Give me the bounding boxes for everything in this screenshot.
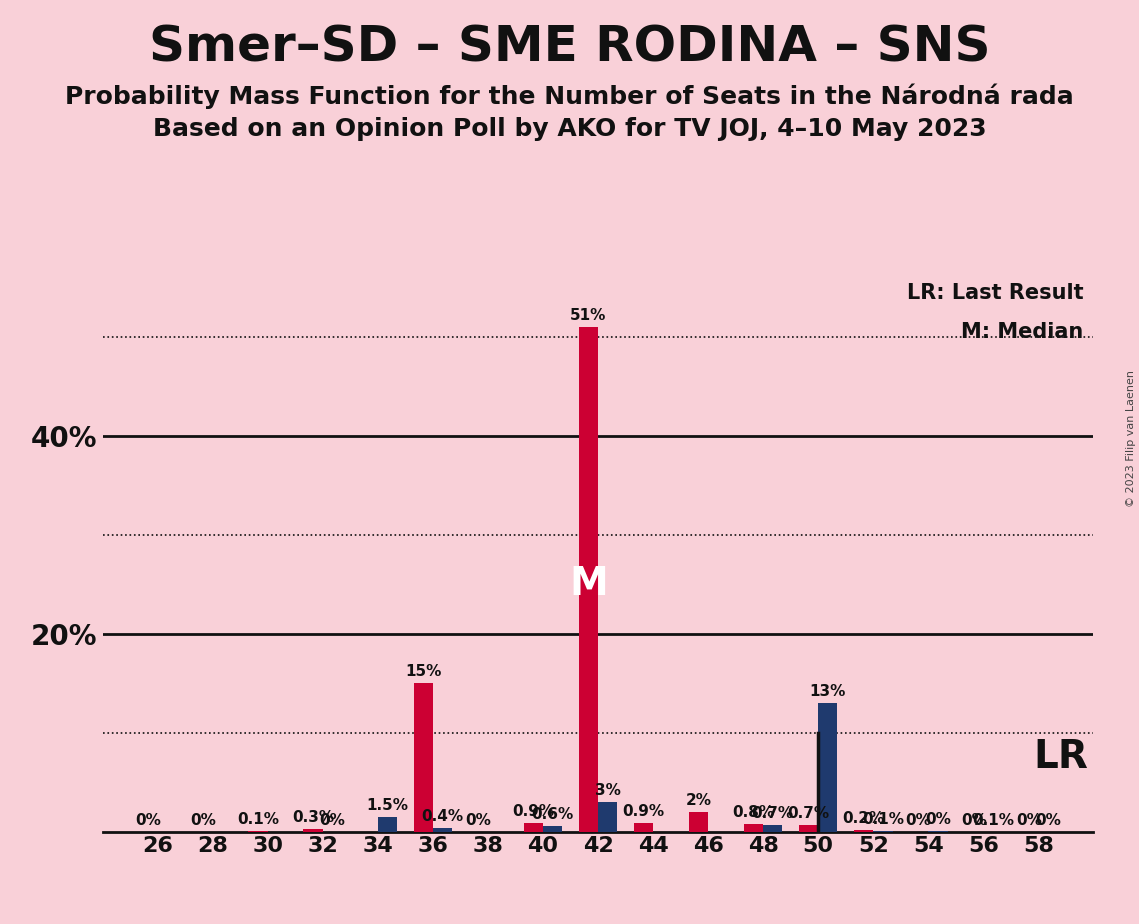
Text: 0.3%: 0.3%	[292, 809, 334, 824]
Bar	[689, 812, 708, 832]
Text: 0%: 0%	[925, 811, 951, 827]
Text: 0%: 0%	[1035, 812, 1060, 828]
Text: 0%: 0%	[961, 812, 986, 828]
Bar	[433, 828, 452, 832]
Bar	[413, 683, 433, 832]
Text: 0%: 0%	[136, 812, 161, 828]
Text: 0.1%: 0.1%	[972, 812, 1014, 828]
Bar	[598, 802, 617, 832]
Bar	[633, 822, 653, 832]
Text: 0.7%: 0.7%	[787, 806, 829, 821]
Text: 0%: 0%	[190, 812, 216, 828]
Text: 0%: 0%	[319, 812, 345, 828]
Bar	[579, 327, 598, 832]
Bar	[763, 824, 782, 832]
Text: 0.6%: 0.6%	[532, 807, 574, 821]
Text: 0.7%: 0.7%	[752, 806, 794, 821]
Text: Probability Mass Function for the Number of Seats in the Národná rada: Probability Mass Function for the Number…	[65, 83, 1074, 109]
Text: Smer–SD – SME RODINA – SNS: Smer–SD – SME RODINA – SNS	[149, 23, 990, 71]
Bar	[798, 824, 818, 832]
Text: LR: LR	[1033, 738, 1088, 776]
Bar	[928, 831, 948, 832]
Text: 0.9%: 0.9%	[513, 804, 555, 819]
Text: 1.5%: 1.5%	[367, 797, 409, 813]
Text: M: M	[570, 565, 608, 603]
Text: 0%: 0%	[1016, 812, 1042, 828]
Text: M: Median: M: Median	[961, 322, 1083, 342]
Text: © 2023 Filip van Laenen: © 2023 Filip van Laenen	[1125, 370, 1136, 506]
Bar	[524, 822, 543, 832]
Bar	[874, 831, 893, 832]
Bar	[303, 829, 322, 832]
Text: 3%: 3%	[595, 783, 621, 798]
Text: 0.1%: 0.1%	[237, 811, 279, 827]
Text: 0%: 0%	[466, 812, 491, 828]
Text: LR: Last Result: LR: Last Result	[907, 283, 1083, 303]
Text: 0%: 0%	[906, 812, 932, 828]
Bar	[543, 826, 563, 832]
Bar	[248, 831, 268, 832]
Bar	[744, 823, 763, 832]
Text: 15%: 15%	[405, 664, 442, 679]
Text: 13%: 13%	[810, 684, 846, 699]
Bar	[854, 830, 874, 832]
Text: 0.9%: 0.9%	[622, 804, 664, 819]
Text: 0.8%: 0.8%	[732, 805, 775, 820]
Text: 0.1%: 0.1%	[862, 811, 904, 827]
Bar	[378, 817, 398, 832]
Text: 51%: 51%	[571, 308, 607, 322]
Text: 0.4%: 0.4%	[421, 808, 464, 823]
Text: 0.2%: 0.2%	[843, 810, 885, 826]
Text: 2%: 2%	[686, 793, 712, 808]
Bar	[818, 703, 837, 832]
Text: Based on an Opinion Poll by AKO for TV JOJ, 4–10 May 2023: Based on an Opinion Poll by AKO for TV J…	[153, 117, 986, 141]
